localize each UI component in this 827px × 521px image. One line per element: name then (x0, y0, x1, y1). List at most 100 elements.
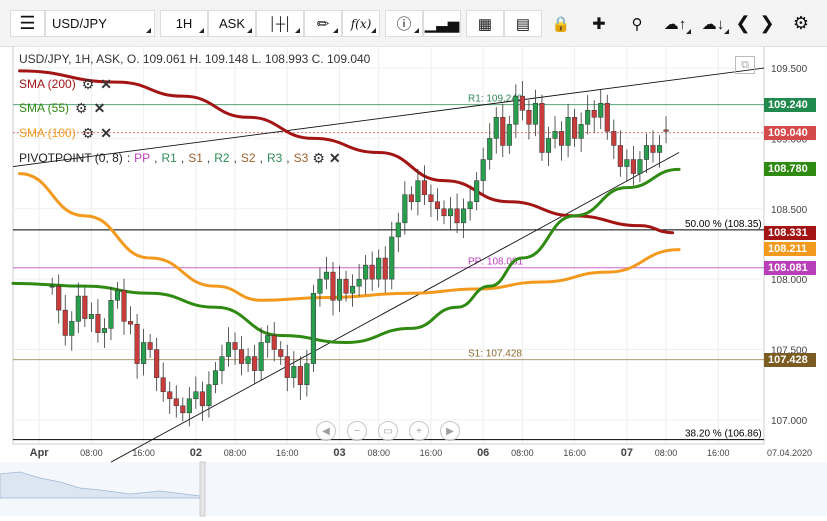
close-icon[interactable]: ✕ (93, 100, 106, 116)
price-tag: 107.428 (764, 352, 816, 367)
candle-body (591, 110, 597, 118)
download-button[interactable]: ☁↓ (694, 10, 732, 37)
pen-draw-icon: ✏ (316, 15, 330, 33)
price-tag: 108.331 (764, 225, 816, 240)
pivot-line-r1: R1 (161, 151, 177, 165)
x-tick-label: 16:00 (563, 448, 586, 458)
indicators-button[interactable]: f(x) (342, 10, 380, 37)
gear-icon[interactable]: ⚙ (81, 125, 95, 141)
candle-body (578, 124, 584, 139)
timeframe-selector[interactable]: 1H (160, 10, 208, 37)
close-icon[interactable]: ✕ (328, 150, 341, 166)
indicator-label: SMA (55) (19, 101, 70, 115)
candle-body (500, 117, 506, 146)
candle-body (480, 159, 486, 181)
candle-body (467, 201, 473, 210)
candle-body (323, 271, 330, 280)
calendar-icon: ▦ (477, 15, 493, 33)
price-side-selector[interactable]: ASK (208, 10, 256, 37)
candle-body (637, 159, 643, 174)
calendar-button[interactable]: ▦ (466, 10, 504, 37)
zoom-button[interactable]: ⚲ (618, 10, 656, 37)
y-tick-label: 109.000 (771, 134, 808, 145)
zoom-in-button[interactable]: + (409, 421, 429, 441)
nav-right-button[interactable]: ▶ (440, 421, 460, 441)
scroll-left-button[interactable]: ❮ (732, 10, 754, 37)
crosshair-button[interactable]: ✚ (580, 10, 618, 37)
chart-area[interactable]: Apr 08:00 16:00 02 08:00 16:00 03 08:00 16:00 06 0… (0, 45, 827, 518)
info-button[interactable]: ⓘ (385, 10, 423, 37)
candle-body (461, 208, 467, 224)
candle-body (62, 309, 68, 336)
popout-icon[interactable]: ⧉ (735, 56, 755, 74)
menu-button[interactable]: ☰ (10, 10, 45, 37)
x-tick-label: 16:00 (132, 448, 155, 458)
sma55-line (11, 167, 681, 344)
nav-left-button[interactable]: ◀ (316, 421, 336, 441)
candle-body (656, 145, 663, 153)
x-tick-label: 08:00 (511, 448, 534, 458)
gear-icon[interactable]: ⚙ (312, 150, 325, 166)
gear-icon[interactable]: ⚙ (75, 100, 88, 116)
candle-body (127, 321, 134, 325)
candle-body (186, 398, 192, 414)
candle-body (206, 384, 212, 407)
candle-body (336, 278, 343, 301)
candle-body (121, 290, 127, 322)
ohlc-readout: USD/JPY, 1H, ASK, O. 109.061 H. 109.148 … (19, 52, 371, 66)
volume-button[interactable]: ▁▃▅ (423, 10, 461, 37)
candle-body (330, 271, 336, 301)
x-tick-label: 16:00 (420, 448, 443, 458)
upload-button[interactable]: ☁↑ (656, 10, 694, 37)
close-icon[interactable]: ✕ (100, 125, 112, 141)
gear-icon[interactable]: ⚙ (81, 76, 95, 92)
gear-icon: ⚙ (792, 13, 810, 33)
price-chart[interactable]: Apr 08:00 16:00 02 08:00 16:00 03 08:00 16:00 06 0… (0, 45, 827, 518)
navigator-handle (199, 461, 206, 517)
candle-body (526, 110, 532, 125)
candle-body (447, 208, 454, 217)
candle-body (88, 314, 94, 319)
indicator-label: SMA (200) (19, 77, 76, 91)
candle-body (376, 257, 382, 280)
candle-body (585, 110, 591, 125)
lock-button[interactable]: 🔒 (542, 10, 580, 37)
candle-body (219, 356, 225, 371)
draw-tools-button[interactable]: ✏ (304, 10, 342, 37)
zoom-out-button[interactable]: − (347, 421, 367, 441)
candle-body (572, 117, 578, 139)
zoom-out-icon: − (354, 425, 360, 437)
candle-body (395, 222, 401, 238)
chevron-right-icon: ▶ (446, 425, 454, 437)
candle-body (82, 295, 88, 319)
price-tag: 108.780 (764, 162, 816, 177)
settings-button[interactable]: ⚙ (788, 10, 814, 37)
price-tag: 108.081 (764, 260, 816, 275)
candle-body (663, 129, 669, 132)
symbol-selector[interactable]: USD/JPY (45, 10, 155, 37)
price-tag: 109.240 (764, 97, 816, 112)
pivot-separator: : (126, 151, 131, 165)
candle-body (95, 314, 101, 333)
candle-body (284, 356, 290, 378)
scroll-right-button[interactable]: ❯ (756, 10, 778, 37)
notes-button[interactable]: ▤ (504, 10, 542, 37)
candle-body (643, 145, 650, 160)
candle-body (382, 257, 388, 280)
chart-type-button[interactable]: │┼│ (256, 10, 304, 37)
y-tick-label: 107.000 (771, 416, 808, 427)
lock-icon: 🔒 (551, 15, 571, 33)
candle-body (598, 102, 604, 118)
candle-body (245, 356, 251, 364)
navigator-area (0, 462, 827, 516)
fit-button[interactable]: ▭ (378, 421, 398, 441)
candle-body (134, 323, 140, 364)
candle-body (389, 236, 395, 280)
pivot-line-pp: PP (134, 151, 151, 165)
trendline-lower (110, 152, 680, 463)
candle-body (69, 321, 75, 336)
close-icon[interactable]: ✕ (100, 76, 112, 92)
zoom-icon: ⚲ (631, 15, 643, 33)
candle-body (415, 180, 421, 202)
candle-body (539, 102, 545, 153)
